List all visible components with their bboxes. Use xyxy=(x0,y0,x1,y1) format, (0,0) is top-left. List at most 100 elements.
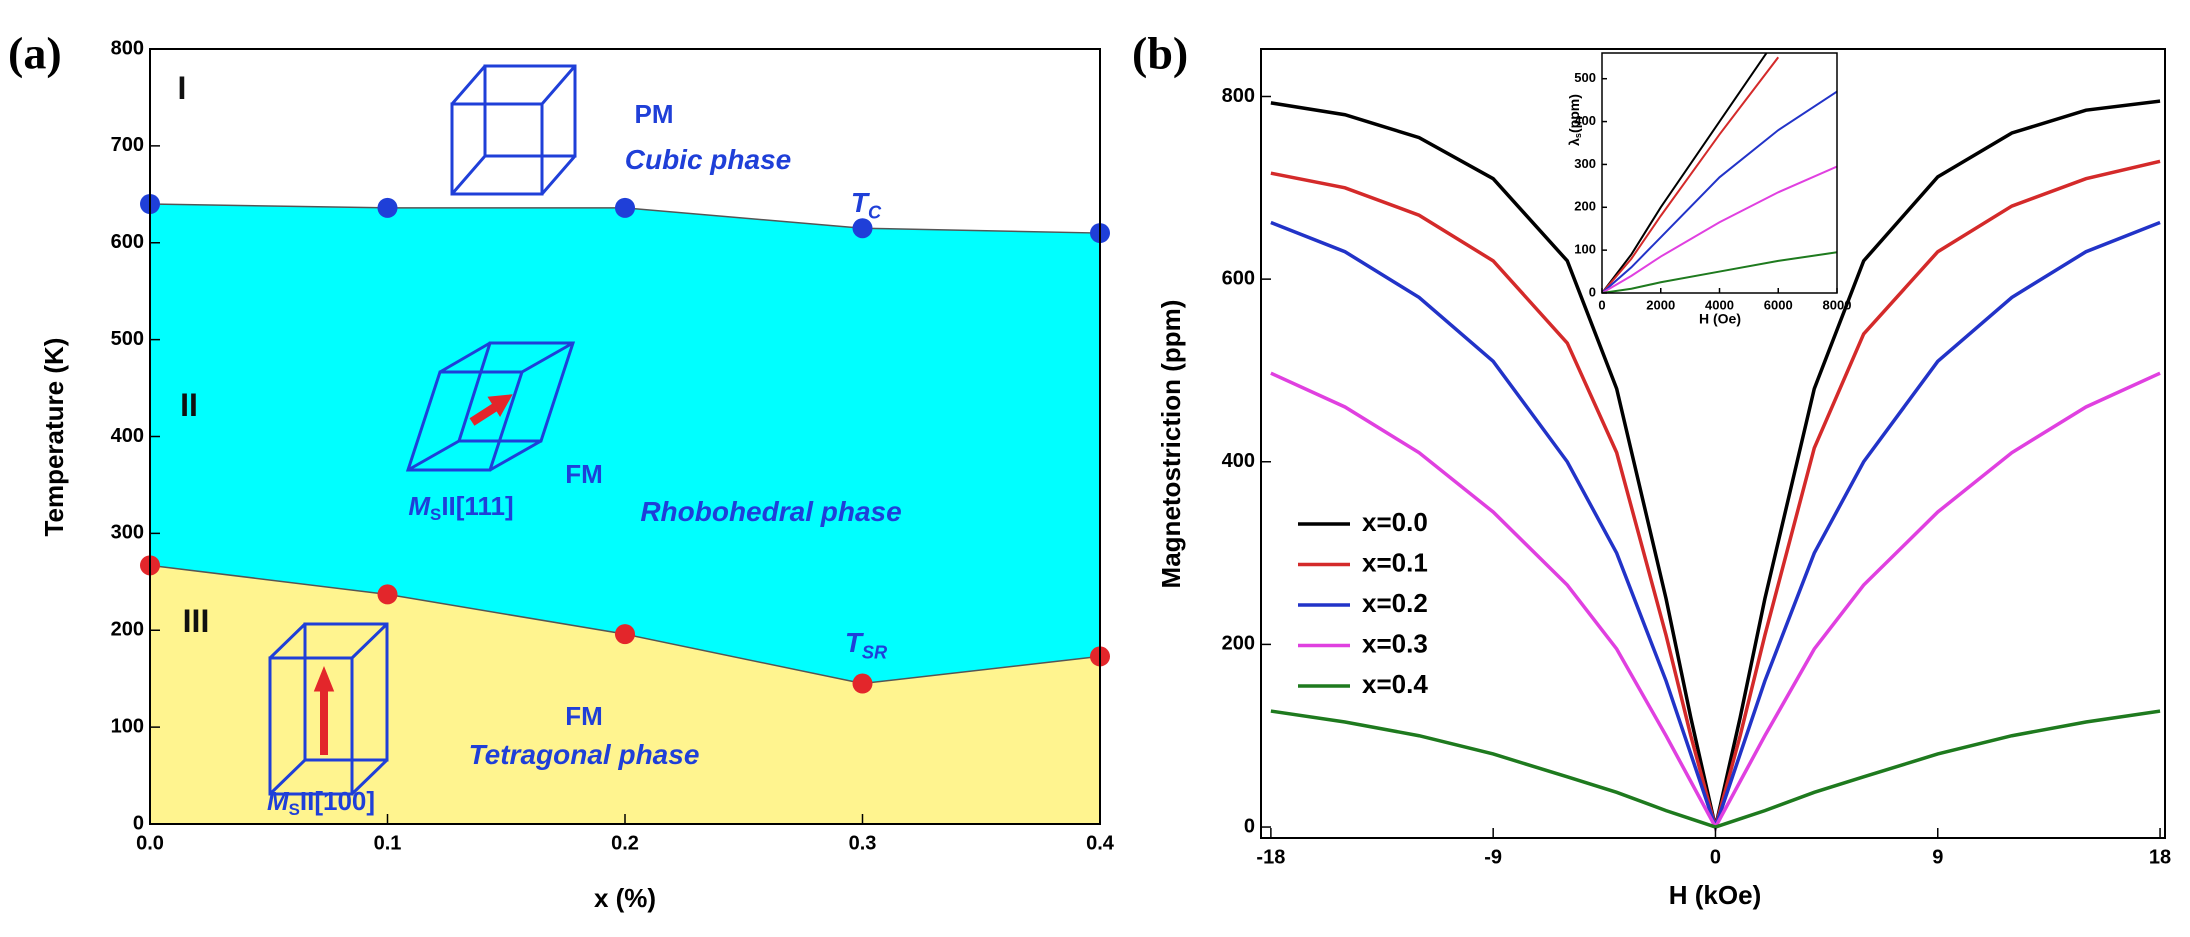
x-tick-label: -9 xyxy=(1484,846,1502,868)
transition-point xyxy=(377,584,398,605)
annotation-main: T xyxy=(845,627,865,658)
curve xyxy=(1602,251,1837,293)
annotation: MSII[111] xyxy=(408,491,513,524)
legend-label: x=0.1 xyxy=(1362,547,1428,577)
y-tick-label: 200 xyxy=(1222,633,1255,655)
annotation-main: Tetragonal phase xyxy=(469,739,700,770)
x-tick-label: 6000 xyxy=(1764,297,1793,312)
annotation-main: Rhobohedral phase xyxy=(640,496,901,527)
y-axis-label: Magnetostriction (ppm) xyxy=(1156,300,1186,589)
y-tick-label: 600 xyxy=(111,231,144,253)
legend-label: x=0.3 xyxy=(1362,628,1428,658)
y-tick-label: 300 xyxy=(111,522,144,544)
curves xyxy=(1270,99,2161,834)
legend-label: x=0.0 xyxy=(1362,507,1428,537)
annotation: MSII[100] xyxy=(267,786,375,819)
y-tick-label: 200 xyxy=(111,619,144,641)
y-tick-label: 700 xyxy=(111,134,144,156)
x-axis-label: H (kOe) xyxy=(1669,880,1761,910)
y-axis-label-sub: s xyxy=(1574,133,1584,138)
y-tick-label: 400 xyxy=(111,425,144,447)
annotation: TC xyxy=(851,187,882,222)
annotation-sub: SR xyxy=(862,642,888,662)
y-tick-label: 300 xyxy=(1574,156,1596,171)
plot-frame xyxy=(1260,48,2166,839)
y-axis-label-suffix: (ppm) xyxy=(1566,94,1582,133)
x-tick-label: 8000 xyxy=(1823,297,1852,312)
annotation: FM xyxy=(565,701,603,731)
x-tick-label: 0.4 xyxy=(1086,832,1115,854)
annotation: Rhobohedral phase xyxy=(640,496,901,527)
inset: 0 2000 4000 6000 8000 0 100 200 300 400 500 H (Oe) λ… xyxy=(1566,52,1852,327)
x-tick-label: 0.0 xyxy=(136,832,164,854)
moment-arrow-head xyxy=(313,665,335,692)
annotation: II xyxy=(180,387,198,423)
x-tick-label: 4000 xyxy=(1705,297,1734,312)
crystal-sketches xyxy=(268,64,577,796)
annotation-main: T xyxy=(851,187,871,218)
transition-point xyxy=(852,673,873,694)
annotation-main: Cubic phase xyxy=(625,144,791,175)
annotation-suffix: II[111] xyxy=(441,491,513,521)
annotation-main: PM xyxy=(635,99,674,129)
y-tick-label: 400 xyxy=(1574,113,1596,128)
y-tick-label: 0 xyxy=(133,812,144,834)
tetragonal-cell xyxy=(268,622,389,796)
y-axis-label: λs(ppm) xyxy=(1566,94,1584,146)
annotation: III xyxy=(183,603,210,639)
annotation: FM xyxy=(565,459,603,489)
annotation-main: I xyxy=(178,70,187,106)
annotation: PM xyxy=(635,99,674,129)
y-axis-label: Temperature (K) xyxy=(39,338,69,537)
y-axis-label-main: λ xyxy=(1566,138,1582,146)
y-tick-label: 100 xyxy=(111,715,144,737)
y-tick-label: 200 xyxy=(1574,199,1596,214)
annotation: TSR xyxy=(845,627,888,662)
y-tick-label: 800 xyxy=(111,37,144,59)
transition-point xyxy=(615,197,635,218)
y-tick-label: 100 xyxy=(1574,242,1596,257)
x-axis-label: H (Oe) xyxy=(1699,311,1741,327)
annotation-sub: S xyxy=(430,505,441,524)
x-tick-label: -18 xyxy=(1256,846,1285,868)
curve xyxy=(1602,56,1780,293)
curve xyxy=(1602,53,1768,293)
panel-label: (b) xyxy=(1132,28,1188,79)
panel-b: -18 -9 0 9 18 0 200 400 600 800 H (kOe) Magnetostri… xyxy=(1132,28,2171,910)
x-tick-label: 0.1 xyxy=(374,832,402,854)
curve xyxy=(1602,90,1837,293)
legend-label: x=0.2 xyxy=(1362,588,1428,618)
cubic-cell xyxy=(450,64,577,196)
y-tick-label: 0 xyxy=(1244,815,1255,837)
y-tick-label: 0 xyxy=(1589,284,1596,299)
panel-a: 0.0 0.1 0.2 0.3 0.4 0 100 200 300 400 500 600 700 800… xyxy=(8,28,1115,913)
x-tick-label: 0 xyxy=(1710,846,1721,868)
x-tick-label: 2000 xyxy=(1646,297,1675,312)
annotation: Cubic phase xyxy=(625,144,791,175)
y-tick-label: 500 xyxy=(1574,70,1596,85)
x-tick-label: 0.3 xyxy=(849,832,877,854)
annotation-main: M xyxy=(408,491,431,521)
annotation: I xyxy=(178,70,187,106)
panel-label: (a) xyxy=(8,28,62,79)
transition-point xyxy=(615,624,635,645)
transition-point xyxy=(852,218,873,239)
legend-label: x=0.4 xyxy=(1362,669,1428,699)
transition-point xyxy=(377,197,398,218)
x-tick-label: 0.2 xyxy=(611,832,639,854)
region-rhombohedral xyxy=(150,204,1100,684)
x-tick-label: 18 xyxy=(2149,846,2171,868)
x-axis-label: x (%) xyxy=(594,883,656,913)
annotation-main: FM xyxy=(565,459,603,489)
annotation-main: FM xyxy=(565,701,603,731)
curve xyxy=(1602,165,1837,293)
curve xyxy=(1270,709,2161,829)
inset-background xyxy=(1602,53,1837,293)
annotation-sub: S xyxy=(289,800,300,819)
y-tick-label: 800 xyxy=(1222,85,1255,107)
annotation: Tetragonal phase xyxy=(469,739,700,770)
x-tick-label: 0 xyxy=(1598,297,1605,312)
y-tick-label: 500 xyxy=(111,328,144,350)
annotation-main: III xyxy=(183,603,210,639)
y-tick-label: 400 xyxy=(1222,450,1255,472)
